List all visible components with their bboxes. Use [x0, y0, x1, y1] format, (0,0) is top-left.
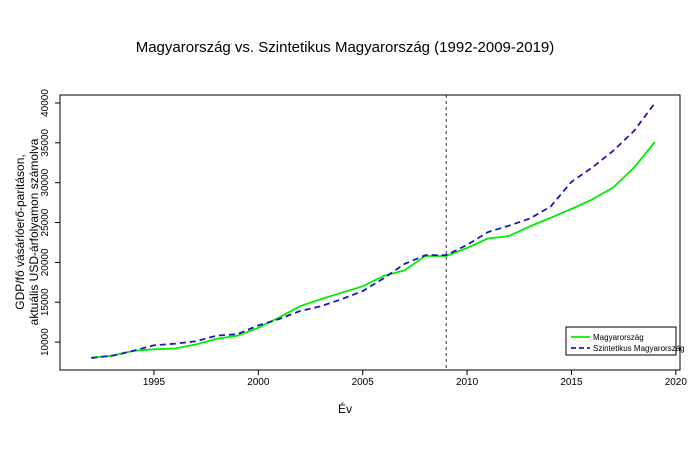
- y-axis-label-line2: aktuális USD-árfolyamon számolva: [27, 138, 41, 325]
- series-line-magyarorszag: [91, 141, 656, 359]
- x-tick-label: 2010: [456, 377, 479, 388]
- x-axis-label: Év: [338, 401, 352, 416]
- legend-label: Magyarország: [593, 333, 644, 342]
- x-tick-label: 2020: [665, 377, 688, 388]
- y-tick-label: 35000: [40, 128, 51, 156]
- y-axis: 10000 15000 20000 25000 30000 35000 40000: [40, 89, 60, 356]
- y-axis-label: GDP/fő vásárlóerő-paritáson, aktuális US…: [13, 138, 41, 325]
- plot-frame: [59, 94, 681, 371]
- legend: Magyarország Szintetikus Magyarország: [565, 326, 685, 356]
- plot-content: [91, 95, 656, 370]
- y-tick-label: 10000: [40, 328, 51, 356]
- x-tick-label: 2000: [247, 377, 270, 388]
- y-tick-label: 20000: [40, 248, 51, 276]
- x-axis: 1995 2000 2005 2010 2015 2020: [143, 370, 688, 388]
- y-axis-label-line1: GDP/fő vásárlóerő-paritáson,: [13, 154, 27, 309]
- y-tick-label: 25000: [40, 208, 51, 236]
- y-tick-label: 40000: [40, 89, 51, 117]
- x-tick-label: 2005: [352, 377, 375, 388]
- legend-box: [565, 326, 677, 356]
- x-tick-label: 1995: [143, 377, 166, 388]
- legend-label: Szintetikus Magyarország: [593, 344, 685, 353]
- y-tick-label: 30000: [40, 168, 51, 196]
- chart-title: Magyarország vs. Szintetikus Magyarorszá…: [136, 39, 555, 56]
- y-tick-label: 15000: [40, 288, 51, 316]
- series-line-szintetikus: [91, 102, 656, 359]
- x-tick-label: 2015: [560, 377, 583, 388]
